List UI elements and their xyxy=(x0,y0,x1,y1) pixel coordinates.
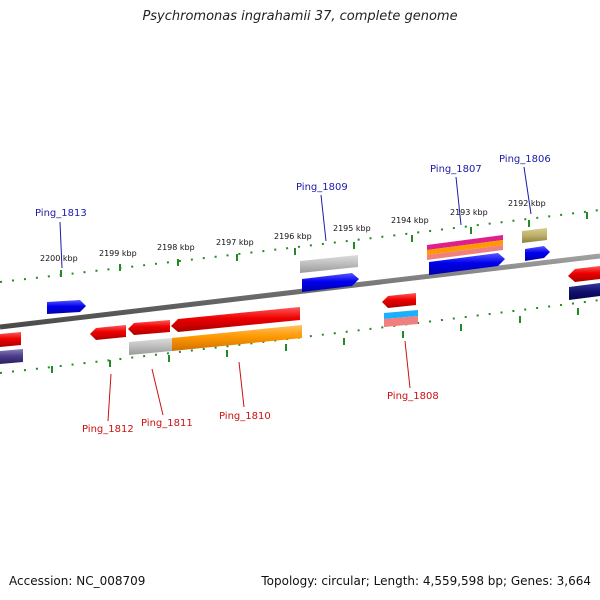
reverse-scale xyxy=(0,299,600,374)
forward-scale xyxy=(0,209,600,283)
gene-ping-1807[interactable] xyxy=(429,253,505,275)
gene-ping-1810-orange xyxy=(172,325,302,351)
gene-ping-1812[interactable] xyxy=(90,325,126,340)
gene-label-ping-1808[interactable]: Ping_1808 xyxy=(387,391,439,402)
accession-text: Accession: NC_008709 xyxy=(9,574,146,588)
leader-1809 xyxy=(320,194,327,242)
gene-ping-1806[interactable] xyxy=(525,246,550,261)
gene-edge-navy-right xyxy=(569,283,600,300)
forward-gene-labels: Ping_1813 Ping_1809 Ping_1807 Ping_1806 xyxy=(35,154,551,219)
gene-label-ping-1813[interactable]: Ping_1813 xyxy=(35,208,87,219)
scale-label: 2196 kbp xyxy=(274,232,312,241)
reverse-scale-line xyxy=(0,299,600,374)
gene-ping-1807-pink xyxy=(427,245,503,260)
scale-label: 2199 kbp xyxy=(99,249,137,258)
topology-summary: Topology: circular; Length: 4,559,598 bp… xyxy=(261,574,591,588)
gene-ping-1808[interactable] xyxy=(382,293,416,308)
leader-1807 xyxy=(455,176,462,226)
gene-ping-1809[interactable] xyxy=(302,273,359,292)
leader-1808 xyxy=(404,340,411,389)
gene-ping-1809-gray xyxy=(300,255,358,273)
scale-label: 2200 kbp xyxy=(40,254,78,263)
gene-edge-purple-left xyxy=(0,349,23,364)
gene-ping-1808-pink xyxy=(384,316,418,327)
gene-ping-1813[interactable] xyxy=(47,300,86,314)
label-leaders xyxy=(59,166,532,422)
gene-edge-red-left xyxy=(0,332,21,347)
gene-edge-red-right xyxy=(568,266,600,282)
gene-label-ping-1810[interactable]: Ping_1810 xyxy=(219,411,271,422)
leader-1811 xyxy=(151,368,164,416)
leader-1813 xyxy=(59,221,63,269)
scale-labels: 2200 kbp 2199 kbp 2198 kbp 2197 kbp 2196… xyxy=(40,199,546,263)
gene-label-ping-1811[interactable]: Ping_1811 xyxy=(141,418,193,429)
gene-ping-1806-olive xyxy=(522,228,547,243)
scale-label: 2192 kbp xyxy=(508,199,546,208)
gene-ping-1811-gray xyxy=(129,338,172,355)
gene-label-ping-1806[interactable]: Ping_1806 xyxy=(499,154,551,165)
reverse-major-ticks xyxy=(51,308,579,373)
gene-ping-1811[interactable] xyxy=(128,320,170,335)
leader-1812 xyxy=(107,373,112,422)
reverse-features xyxy=(0,293,418,364)
forward-features xyxy=(47,228,600,314)
scale-label: 2198 kbp xyxy=(157,243,195,252)
scale-label: 2193 kbp xyxy=(450,208,488,217)
gene-label-ping-1809[interactable]: Ping_1809 xyxy=(296,182,348,193)
gene-ping-1807-orange xyxy=(427,240,503,255)
forward-major-ticks xyxy=(60,212,588,277)
map-title: Psychromonas ingrahamii 37, complete gen… xyxy=(142,9,458,24)
leader-1806 xyxy=(523,166,532,215)
gene-ping-1810[interactable] xyxy=(171,307,300,332)
gene-ping-1807-magenta xyxy=(427,235,503,250)
reverse-gene-labels: Ping_1812 Ping_1811 Ping_1810 Ping_1808 xyxy=(82,391,439,435)
scale-label: 2194 kbp xyxy=(391,216,429,225)
leader-1810 xyxy=(238,361,245,408)
scale-label: 2197 kbp xyxy=(216,238,254,247)
scale-label: 2195 kbp xyxy=(333,224,371,233)
forward-scale-line xyxy=(0,209,600,283)
gene-label-ping-1812[interactable]: Ping_1812 xyxy=(82,424,134,435)
gene-label-ping-1807[interactable]: Ping_1807 xyxy=(430,164,482,175)
